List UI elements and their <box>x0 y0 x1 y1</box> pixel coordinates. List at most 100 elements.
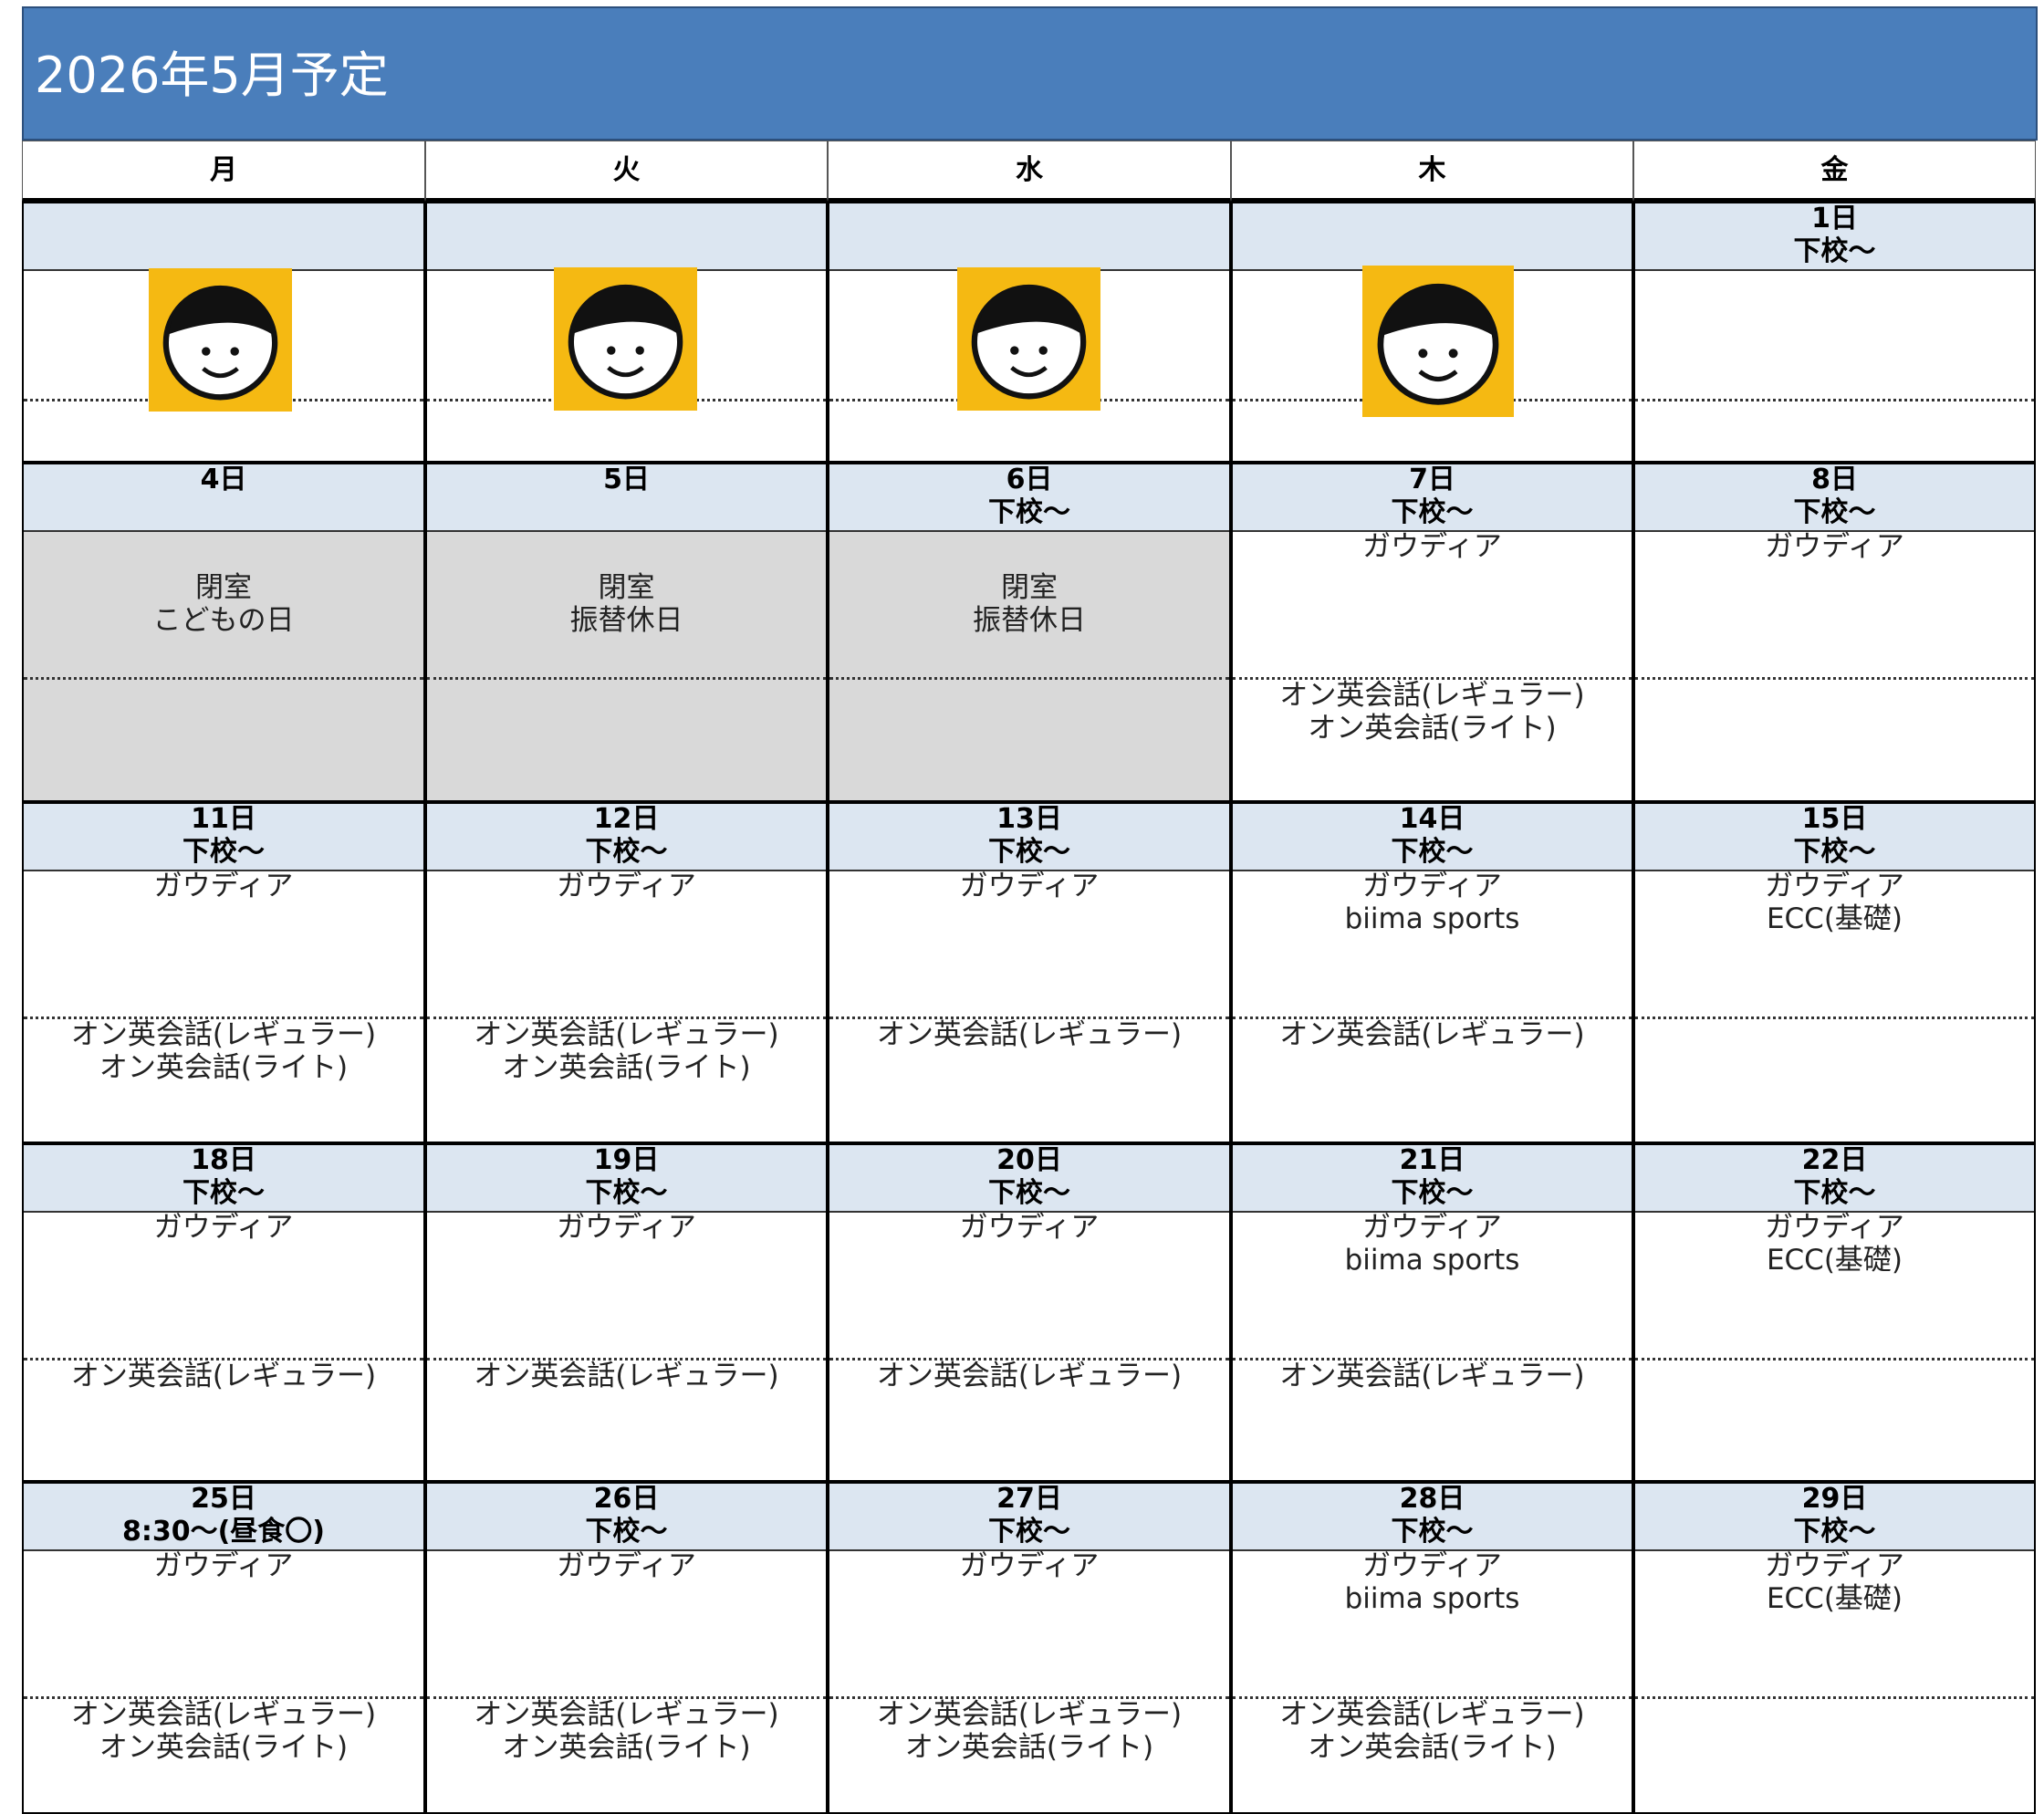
date-band: 13日 <box>829 804 1229 839</box>
date-band <box>829 203 1229 238</box>
time-band: 8:30～(昼食〇) <box>24 1517 423 1551</box>
divider-dotted <box>1233 1696 1632 1699</box>
time-band: 下校～ <box>427 1178 826 1213</box>
activity: オン英会話(レギュラー) <box>876 1698 1183 1731</box>
activity: biima sports <box>1344 902 1520 935</box>
time-band: 下校～ <box>829 497 1229 532</box>
activity: オン英会話(レギュラー) <box>1279 1360 1585 1392</box>
face-icon <box>1362 266 1514 417</box>
time-band: 下校～ <box>1635 1178 2034 1213</box>
time-band: 下校～ <box>1635 1517 2034 1551</box>
date-band: 5日 <box>427 464 826 499</box>
activity: オン英会話(ライト) <box>99 1051 349 1084</box>
date-band: 25日 <box>24 1484 423 1518</box>
date-band <box>427 203 826 238</box>
date-band: 18日 <box>24 1145 423 1180</box>
weekday-header: 火 <box>425 141 828 202</box>
face-icon <box>957 267 1100 411</box>
closed-note: 振替休日 <box>973 603 1086 637</box>
activity: オン英会話(レギュラー) <box>70 1360 377 1392</box>
divider-dotted <box>829 677 1229 680</box>
time-band <box>24 236 423 271</box>
divider-dotted <box>1233 1016 1632 1019</box>
date-band: 26日 <box>427 1484 826 1518</box>
date-band: 15日 <box>1635 804 2034 839</box>
day-cell: 11日 下校～ ガウディア オン英会話(レギュラー) オン英会話(ライト) <box>22 802 425 1143</box>
time-band: 下校～ <box>1233 1178 1632 1213</box>
date-band <box>1233 203 1632 238</box>
activity: オン英会話(レギュラー) <box>70 1018 377 1051</box>
activity: ガウディア <box>1765 530 1904 563</box>
day-cell: 15日 下校～ ガウディア ECC(基礎) <box>1633 802 2036 1143</box>
activity: ECC(基礎) <box>1766 1582 1903 1615</box>
face-icon <box>554 267 697 411</box>
activity: オン英会話(レギュラー) <box>1279 1698 1585 1731</box>
divider-dotted <box>1635 1696 2034 1699</box>
date-band: 6日 <box>829 464 1229 499</box>
divider-dotted <box>24 1696 423 1699</box>
day-cell: 25日 8:30～(昼食〇) ガウディア オン英会話(レギュラー) オン英会話(ライト) <box>22 1482 425 1814</box>
time-band: 下校～ <box>829 1178 1229 1213</box>
date-band: 8日 <box>1635 464 2034 499</box>
date-band: 14日 <box>1233 804 1632 839</box>
activity: オン英会話(レギュラー) <box>474 1018 779 1051</box>
day-cell: 27日 下校～ ガウディア オン英会話(レギュラー) オン英会話(ライト) <box>828 1482 1231 1814</box>
day-cell: 1日 下校～ <box>1633 202 2036 463</box>
day-cell: 21日 下校～ ガウディア biima sports オン英会話(レギュラー) <box>1231 1143 1633 1482</box>
time-band: 下校～ <box>427 1517 826 1551</box>
activity: ECC(基礎) <box>1766 1244 1903 1277</box>
activity: オン英会話(ライト) <box>502 1731 751 1764</box>
closed-area <box>427 530 826 800</box>
activity: ガウディア <box>1362 530 1502 563</box>
day-cell: 28日 下校～ ガウディア biima sports オン英会話(レギュラー) オン英会話… <box>1231 1482 1633 1814</box>
time-band <box>24 497 423 532</box>
activity: ガウディア <box>557 870 696 902</box>
divider-dotted <box>1635 1358 2034 1360</box>
activity: オン英会話(ライト) <box>1308 1731 1557 1764</box>
closed-note: 閉室 <box>195 570 252 604</box>
time-band: 下校～ <box>829 837 1229 871</box>
date-band <box>24 203 423 238</box>
activity: biima sports <box>1344 1244 1520 1277</box>
day-cell <box>1231 202 1633 463</box>
closed-note: 閉室 <box>1001 570 1058 604</box>
day-cell: 7日 下校～ ガウディア オン英会話(レギュラー) オン英会話(ライト) <box>1231 463 1633 802</box>
activity: オン英会話(レギュラー) <box>1279 679 1585 712</box>
activity: ガウディア <box>1362 1211 1502 1244</box>
activity: ガウディア <box>153 1549 294 1582</box>
activity: ガウディア <box>1765 1549 1904 1582</box>
weekday-header: 月 <box>22 141 425 202</box>
activity: ガウディア <box>153 1211 294 1244</box>
time-band <box>829 236 1229 271</box>
divider-dotted <box>24 677 423 680</box>
activity: オン英会話(レギュラー) <box>70 1698 377 1731</box>
day-cell: 26日 下校～ ガウディア オン英会話(レギュラー) オン英会話(ライト) <box>425 1482 828 1814</box>
divider-dotted <box>427 1696 826 1699</box>
divider-dotted <box>1635 1016 2034 1019</box>
activity: biima sports <box>1344 1582 1520 1615</box>
time-band: 下校～ <box>24 837 423 871</box>
divider-dotted <box>1233 1358 1632 1360</box>
day-cell: 19日 下校～ ガウディア オン英会話(レギュラー) <box>425 1143 828 1482</box>
time-band: 下校～ <box>1635 497 2034 532</box>
activity: オン英会話(レギュラー) <box>876 1018 1183 1051</box>
activity: オン英会話(レギュラー) <box>474 1698 779 1731</box>
day-cell: 8日 下校～ ガウディア <box>1633 463 2036 802</box>
activity: ECC(基礎) <box>1766 902 1903 935</box>
time-band: 下校～ <box>1635 837 2034 871</box>
activity: オン英会話(ライト) <box>1308 712 1557 745</box>
closed-note: 閉室 <box>598 570 655 604</box>
date-band: 20日 <box>829 1145 1229 1180</box>
time-band: 下校～ <box>1233 837 1632 871</box>
date-band: 21日 <box>1233 1145 1632 1180</box>
day-cell: 22日 下校～ ガウディア ECC(基礎) <box>1633 1143 2036 1482</box>
day-cell: 18日 下校～ ガウディア オン英会話(レギュラー) <box>22 1143 425 1482</box>
face-icon <box>149 268 292 412</box>
day-cell: 5日 閉室 振替休日 <box>425 463 828 802</box>
divider-dotted <box>829 1358 1229 1360</box>
divider-dotted <box>427 1358 826 1360</box>
date-band: 7日 <box>1233 464 1632 499</box>
divider-dotted <box>829 1016 1229 1019</box>
date-band: 29日 <box>1635 1484 2034 1518</box>
activity: ガウディア <box>959 1549 1100 1582</box>
